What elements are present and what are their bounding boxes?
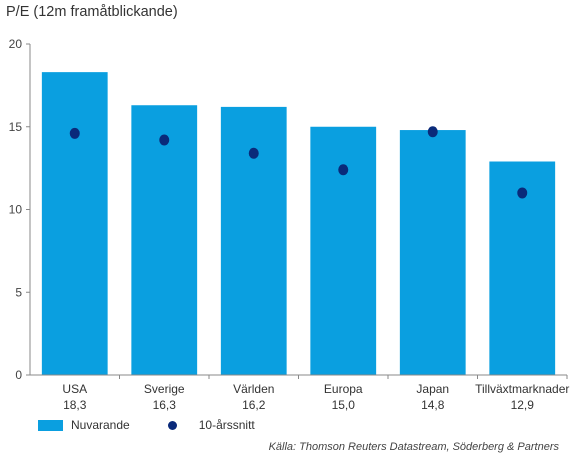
- category-label: Tillväxtmarknader: [475, 382, 569, 396]
- avg-point-2: [159, 134, 170, 146]
- value-label: 14,8: [421, 398, 445, 412]
- chart-title: P/E (12m framåtblickande): [6, 4, 178, 20]
- value-label: 16,2: [242, 398, 266, 412]
- y-tick-label: 10: [9, 203, 23, 217]
- value-label: 12,9: [511, 398, 535, 412]
- avg-point-6: [517, 187, 528, 199]
- legend: Nuvarande 10-årssnitt: [38, 418, 255, 432]
- legend-label-10-arssnitt: 10-årssnitt: [198, 418, 255, 432]
- y-tick-label: 0: [15, 368, 22, 382]
- value-label: 16,3: [153, 398, 177, 412]
- legend-item-10-arssnitt: 10-årssnitt: [167, 418, 255, 432]
- avg-point-5: [427, 126, 438, 138]
- avg-point-4: [338, 164, 349, 176]
- bar-2: [131, 105, 198, 376]
- y-tick-label: 15: [9, 120, 23, 134]
- category-label: Världen: [233, 382, 274, 396]
- bar-1: [41, 72, 108, 375]
- bar-3: [220, 106, 287, 375]
- value-label: 18,3: [63, 398, 87, 412]
- legend-swatch-bar: [38, 419, 63, 431]
- average-points: [69, 126, 528, 199]
- y-axis: 0 5 10 15 20: [9, 37, 31, 382]
- category-label: Sverige: [144, 382, 185, 396]
- source-note: Källa: Thomson Reuters Datastream, Söder…: [268, 441, 559, 453]
- bars: [41, 72, 556, 376]
- value-label: 15,0: [332, 398, 356, 412]
- legend-item-nuvarande: Nuvarande: [38, 418, 130, 432]
- x-axis: USA 18,3 Sverige 16,3 Världen 16,2 Europa 15,0 J…: [30, 374, 569, 412]
- bar-4: [310, 126, 377, 375]
- category-label: Europa: [324, 382, 363, 396]
- y-tick-label: 5: [15, 285, 22, 299]
- y-tick-label: 20: [9, 37, 23, 51]
- category-label: USA: [62, 382, 87, 396]
- avg-point-3: [248, 147, 259, 159]
- legend-label-nuvarande: Nuvarande: [71, 418, 130, 432]
- legend-swatch-dot: [167, 420, 177, 430]
- category-label: Japan: [416, 382, 449, 396]
- bar-5: [399, 130, 466, 375]
- avg-point-1: [69, 127, 80, 139]
